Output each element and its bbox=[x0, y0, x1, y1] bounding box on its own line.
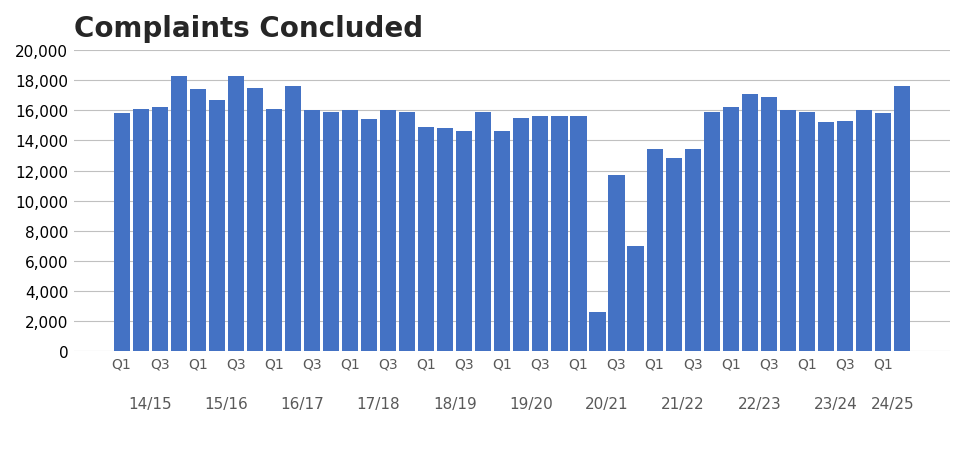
Bar bbox=[171, 76, 187, 352]
Bar bbox=[818, 123, 834, 352]
Bar bbox=[132, 109, 149, 352]
Bar bbox=[760, 97, 777, 352]
Bar bbox=[342, 111, 358, 352]
Text: 19/20: 19/20 bbox=[509, 396, 553, 411]
Bar bbox=[894, 87, 910, 352]
Bar bbox=[323, 113, 339, 352]
Bar bbox=[513, 119, 530, 352]
Text: 20/21: 20/21 bbox=[585, 396, 629, 411]
Text: 14/15: 14/15 bbox=[128, 396, 172, 411]
Bar bbox=[837, 121, 853, 352]
Text: 17/18: 17/18 bbox=[357, 396, 400, 411]
Bar bbox=[114, 114, 129, 352]
Bar bbox=[456, 132, 472, 352]
Bar bbox=[190, 90, 206, 352]
Bar bbox=[475, 113, 491, 352]
Bar bbox=[647, 150, 663, 352]
Text: 21/22: 21/22 bbox=[661, 396, 705, 411]
Bar bbox=[856, 111, 872, 352]
Bar bbox=[361, 120, 377, 352]
Text: 24/25: 24/25 bbox=[870, 396, 915, 411]
Bar bbox=[304, 111, 320, 352]
Bar bbox=[247, 88, 262, 352]
Bar bbox=[152, 108, 168, 352]
Bar bbox=[627, 246, 644, 352]
Bar bbox=[875, 114, 891, 352]
Bar bbox=[418, 127, 434, 352]
Bar bbox=[684, 150, 701, 352]
Text: Complaints Concluded: Complaints Concluded bbox=[73, 15, 423, 43]
Bar bbox=[799, 113, 815, 352]
Bar bbox=[533, 117, 548, 352]
Bar bbox=[609, 175, 624, 352]
Text: 18/19: 18/19 bbox=[433, 396, 477, 411]
Bar bbox=[208, 100, 225, 352]
Bar bbox=[228, 76, 244, 352]
Text: 22/23: 22/23 bbox=[737, 396, 782, 411]
Bar bbox=[265, 109, 282, 352]
Text: 23/24: 23/24 bbox=[813, 396, 857, 411]
Bar bbox=[285, 87, 301, 352]
Bar bbox=[494, 132, 510, 352]
Bar bbox=[551, 117, 567, 352]
Bar bbox=[742, 94, 758, 352]
Text: 15/16: 15/16 bbox=[205, 396, 248, 411]
Bar bbox=[437, 129, 454, 352]
Bar bbox=[400, 113, 415, 352]
Bar bbox=[590, 313, 606, 352]
Bar bbox=[380, 111, 397, 352]
Bar bbox=[570, 117, 587, 352]
Bar bbox=[666, 159, 681, 352]
Bar bbox=[780, 111, 796, 352]
Text: 16/17: 16/17 bbox=[281, 396, 324, 411]
Bar bbox=[703, 113, 720, 352]
Bar bbox=[723, 108, 739, 352]
